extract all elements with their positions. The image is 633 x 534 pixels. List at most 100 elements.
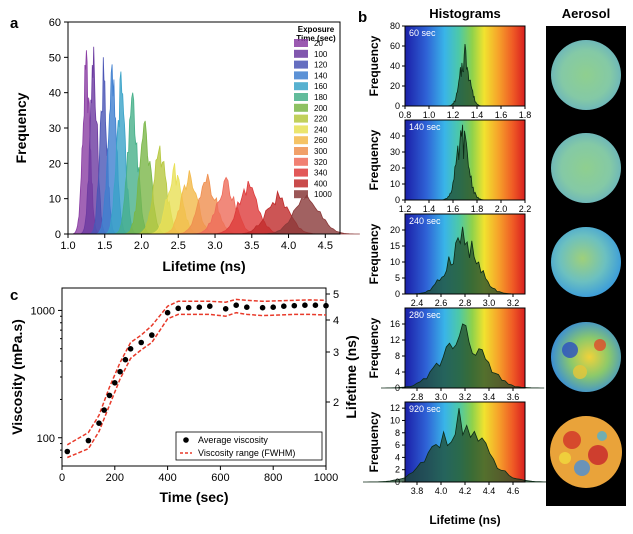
- y-tick-label: 2: [395, 465, 400, 475]
- panel-c-chart: 0 200 400 600 800 1000 100 1000 2 3 4 5 Time (sec) Vi…: [9, 287, 359, 505]
- x-tick-label: 4.0: [435, 486, 448, 496]
- legend-label-avg: Average viscosity: [198, 435, 268, 445]
- y-tick-label: 20: [390, 81, 400, 91]
- y-tick-label: 8: [395, 428, 400, 438]
- histogram-time-label: 280 sec: [409, 310, 441, 320]
- aerosol-column: [546, 26, 626, 506]
- legend-swatch: [294, 60, 308, 69]
- avg-viscosity-point: [149, 332, 155, 338]
- y-tick-label: 8: [395, 351, 400, 361]
- x-tick-label: 1.6: [447, 204, 460, 214]
- legend-label: 340: [314, 169, 328, 178]
- legend-swatch: [294, 157, 308, 166]
- legend-label: 300: [314, 147, 328, 156]
- legend-swatch: [294, 93, 308, 101]
- legend-swatch: [294, 136, 308, 145]
- histogram-frame: [404, 119, 526, 201]
- x-tick-label: 2.0: [495, 204, 508, 214]
- aerosol-image-60: [551, 40, 621, 110]
- y-axis-label: Frequency: [367, 129, 381, 190]
- x-tick-label: 1.8: [471, 204, 484, 214]
- legend-label: 400: [314, 179, 328, 188]
- x-tick-label: 4.0: [281, 240, 296, 252]
- x-tick-label: 1.2: [399, 204, 412, 214]
- avg-viscosity-point: [96, 420, 102, 427]
- y-tick-label: 4: [395, 367, 400, 377]
- avg-viscosity-point: [196, 304, 203, 311]
- x-tick-label: 2.6: [435, 298, 448, 308]
- avg-viscosity-point: [101, 407, 107, 413]
- y-tick-label: 12: [390, 403, 400, 413]
- y-tick-label: 20: [390, 225, 400, 235]
- legend-label: 140: [314, 71, 328, 80]
- avg-viscosity-point: [259, 304, 266, 311]
- panel-label-a: a: [10, 15, 19, 32]
- y-tick-label: 16: [390, 319, 400, 329]
- avg-viscosity-point: [175, 305, 181, 312]
- x-axis-label: Lifetime (ns): [429, 513, 500, 527]
- x-tick-label: 4.2: [459, 486, 472, 496]
- histogram-area: [438, 124, 487, 201]
- x-tick-label: 200: [106, 472, 124, 484]
- avg-viscosity-point: [106, 392, 113, 399]
- y-tick-label: 40: [390, 61, 400, 71]
- avg-viscosity-point: [85, 437, 92, 444]
- histograms-header: Histograms: [429, 6, 501, 21]
- avg-viscosity-point: [312, 302, 319, 309]
- histogram-area: [363, 408, 555, 483]
- aerosol-image-240: [551, 227, 621, 297]
- y-tick-label: 10: [390, 179, 400, 189]
- histogram-time-label: 60 sec: [409, 28, 436, 38]
- y2-tick-label: 3: [333, 347, 339, 359]
- y-tick-label: 80: [390, 21, 400, 31]
- avg-viscosity-point: [244, 304, 250, 311]
- x-tick-label: 4.4: [483, 486, 496, 496]
- legend-label: 260: [314, 136, 328, 145]
- avg-viscosity-point: [281, 303, 287, 310]
- legend-box: [175, 431, 323, 461]
- y-tick-label: 15: [390, 241, 400, 251]
- y-tick-label: 4: [395, 452, 400, 462]
- x-tick-label: 1.6: [495, 110, 508, 120]
- y-tick-label: 20: [49, 158, 61, 170]
- avg-viscosity-point: [164, 309, 171, 316]
- y2-axis-label: Lifetime (ns): [343, 335, 359, 418]
- y-axis-label: Viscosity (mPa.s): [9, 319, 25, 435]
- x-tick-label: 600: [211, 472, 229, 484]
- y-tick-label: 10: [390, 257, 400, 267]
- y-tick-label: 40: [390, 131, 400, 141]
- avg-viscosity-point: [122, 356, 129, 363]
- avg-viscosity-point: [233, 302, 239, 309]
- x-tick-label: 0.8: [399, 110, 412, 120]
- y-axis-label: Frequency: [367, 223, 381, 284]
- legend-swatch: [294, 49, 308, 58]
- x-tick-label: 1.0: [423, 110, 436, 120]
- x-tick-label: 3.0: [207, 240, 222, 252]
- y-tick-label: 0: [395, 195, 400, 205]
- avg-viscosity-point: [222, 306, 229, 312]
- x-tick-label: 2.2: [519, 204, 532, 214]
- aerosol-image-280: [551, 322, 621, 392]
- histogram-time-label: 140 sec: [409, 122, 441, 132]
- x-tick-label: 3.2: [459, 392, 472, 402]
- legend-label: 240: [314, 125, 328, 134]
- range-upper-line: [66, 298, 327, 446]
- x-tick-label: 1.4: [423, 204, 436, 214]
- x-tick-label: 3.0: [483, 298, 496, 308]
- legend-label: 180: [314, 93, 328, 102]
- x-tick-label: 400: [158, 472, 176, 484]
- avg-viscosity-point: [185, 304, 192, 311]
- x-tick-label: 2.0: [134, 240, 149, 252]
- legend-swatch: [294, 190, 308, 199]
- legend-label: 100: [314, 50, 328, 59]
- legend-swatch: [294, 147, 308, 155]
- histogram-area: [445, 43, 485, 107]
- avg-viscosity-point: [117, 368, 123, 375]
- legend-swatch: [294, 39, 308, 47]
- x-tick-label: 4.5: [318, 240, 333, 252]
- legend-label: 120: [314, 61, 328, 70]
- y-tick-label: 1000: [31, 305, 55, 317]
- x-tick-label: 3.4: [483, 392, 496, 402]
- avg-viscosity-point: [127, 346, 134, 352]
